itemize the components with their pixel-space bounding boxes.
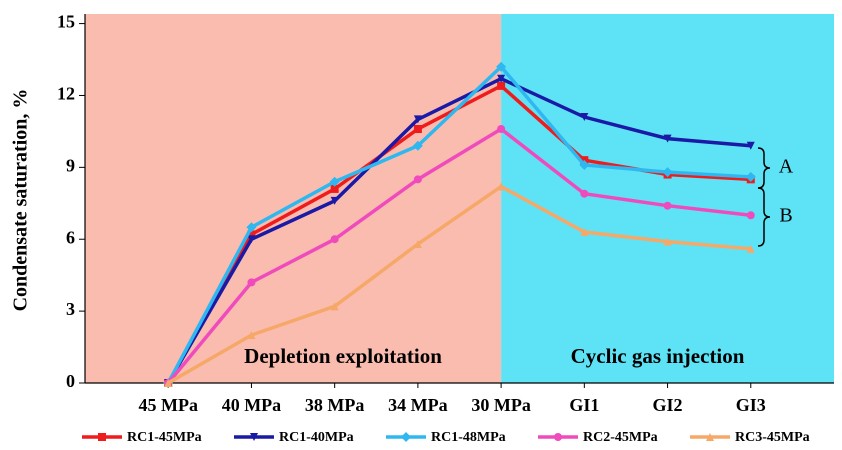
marker — [664, 202, 672, 210]
legend-label: RC1-40MPa — [279, 430, 354, 445]
legend-label: RC1-45MPa — [127, 430, 202, 445]
x-tick-label: GI1 — [569, 395, 599, 415]
region-label: Depletion exploitation — [244, 344, 442, 368]
region-label: Cyclic gas injection — [571, 344, 745, 368]
legend-label: RC3-45MPa — [735, 430, 810, 445]
chart: Condensate saturation, % A B Depletion e… — [0, 0, 842, 450]
x-tick-label: 45 MPa — [138, 395, 197, 415]
marker — [497, 125, 505, 133]
x-tick-label: 34 MPa — [388, 395, 447, 415]
region — [85, 14, 501, 383]
y-tick-label: 6 — [66, 227, 75, 247]
marker — [331, 235, 339, 243]
x-tick-label: 38 MPa — [305, 395, 364, 415]
region — [501, 14, 834, 383]
y-tick-label: 9 — [66, 155, 75, 175]
legend-label: RC1-48MPa — [431, 430, 506, 445]
y-tick-label: 15 — [57, 12, 75, 32]
y-tick-label: 3 — [66, 299, 75, 319]
marker — [414, 125, 422, 133]
marker — [247, 278, 255, 286]
legend-label: RC2-45MPa — [583, 430, 658, 445]
marker — [401, 432, 411, 442]
marker — [414, 175, 422, 183]
annotation: B — [779, 205, 792, 227]
x-tick-label: GI2 — [653, 395, 683, 415]
marker — [497, 82, 505, 90]
marker — [554, 433, 562, 441]
marker — [747, 211, 755, 219]
y-axis-title: Condensate saturation, % — [10, 89, 32, 312]
x-tick-label: 30 MPa — [471, 395, 530, 415]
marker — [98, 433, 106, 441]
x-tick-label: GI3 — [736, 395, 766, 415]
y-tick-label: 0 — [66, 371, 75, 391]
annotation: A — [779, 156, 794, 178]
y-tick-label: 12 — [57, 84, 75, 104]
marker — [580, 190, 588, 198]
x-tick-label: 40 MPa — [222, 395, 281, 415]
